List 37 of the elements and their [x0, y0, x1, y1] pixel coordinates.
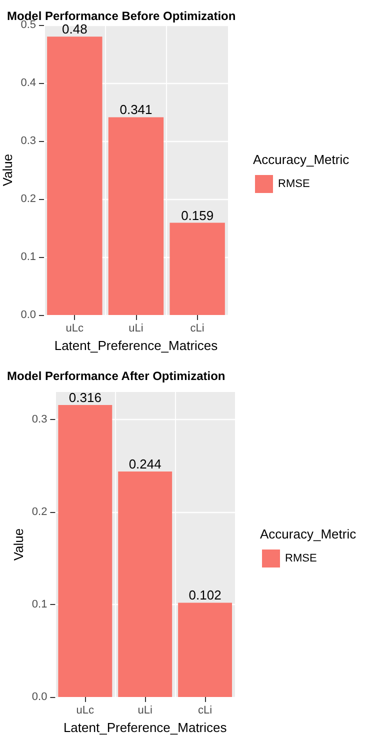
x-tick-label: cLi — [190, 322, 204, 334]
y-tick-label: 0.0 — [32, 691, 48, 703]
y-tick-label: 0.0 — [20, 309, 36, 321]
x-axis-title: Latent_Preference_Matrices — [63, 720, 228, 735]
chart-title: Model Performance After Optimization — [7, 369, 226, 383]
y-tick-label: 0.4 — [20, 77, 36, 89]
data-label: 0.159 — [181, 208, 214, 223]
x-axis-title: Latent_Preference_Matrices — [54, 338, 218, 353]
y-tick-label: 0.1 — [32, 598, 48, 611]
bar — [170, 222, 225, 315]
legend-title: Accuracy_Metric — [253, 152, 350, 167]
data-label: 0.316 — [68, 390, 102, 405]
bar — [108, 117, 164, 315]
y-axis-title: Value — [11, 528, 26, 561]
x-tick-label: cLi — [198, 704, 212, 716]
x-tick-label: uLc — [66, 322, 84, 334]
y-tick-label: 0.1 — [20, 251, 36, 263]
bar — [58, 404, 112, 697]
data-label: 0.48 — [62, 22, 88, 37]
legend-label: RMSE — [278, 178, 310, 190]
bar — [118, 471, 172, 697]
x-tick-label: uLi — [138, 704, 152, 716]
data-label: 0.341 — [120, 102, 152, 118]
y-axis-title: Value — [0, 154, 15, 186]
bar — [47, 36, 102, 315]
legend-title: Accuracy_Metric — [260, 526, 357, 542]
y-tick-label: 0.2 — [20, 193, 36, 205]
data-label: 0.102 — [188, 588, 222, 603]
y-tick-label: 0.5 — [20, 19, 36, 31]
data-label: 0.244 — [128, 456, 162, 472]
y-tick-label: 0.3 — [20, 135, 36, 147]
x-tick-label: uLi — [128, 322, 144, 334]
y-tick-label: 0.3 — [32, 414, 48, 426]
x-tick-label: uLc — [76, 704, 95, 716]
bar — [178, 602, 232, 697]
y-tick-label: 0.2 — [32, 506, 48, 518]
legend-label: RMSE — [285, 552, 317, 564]
